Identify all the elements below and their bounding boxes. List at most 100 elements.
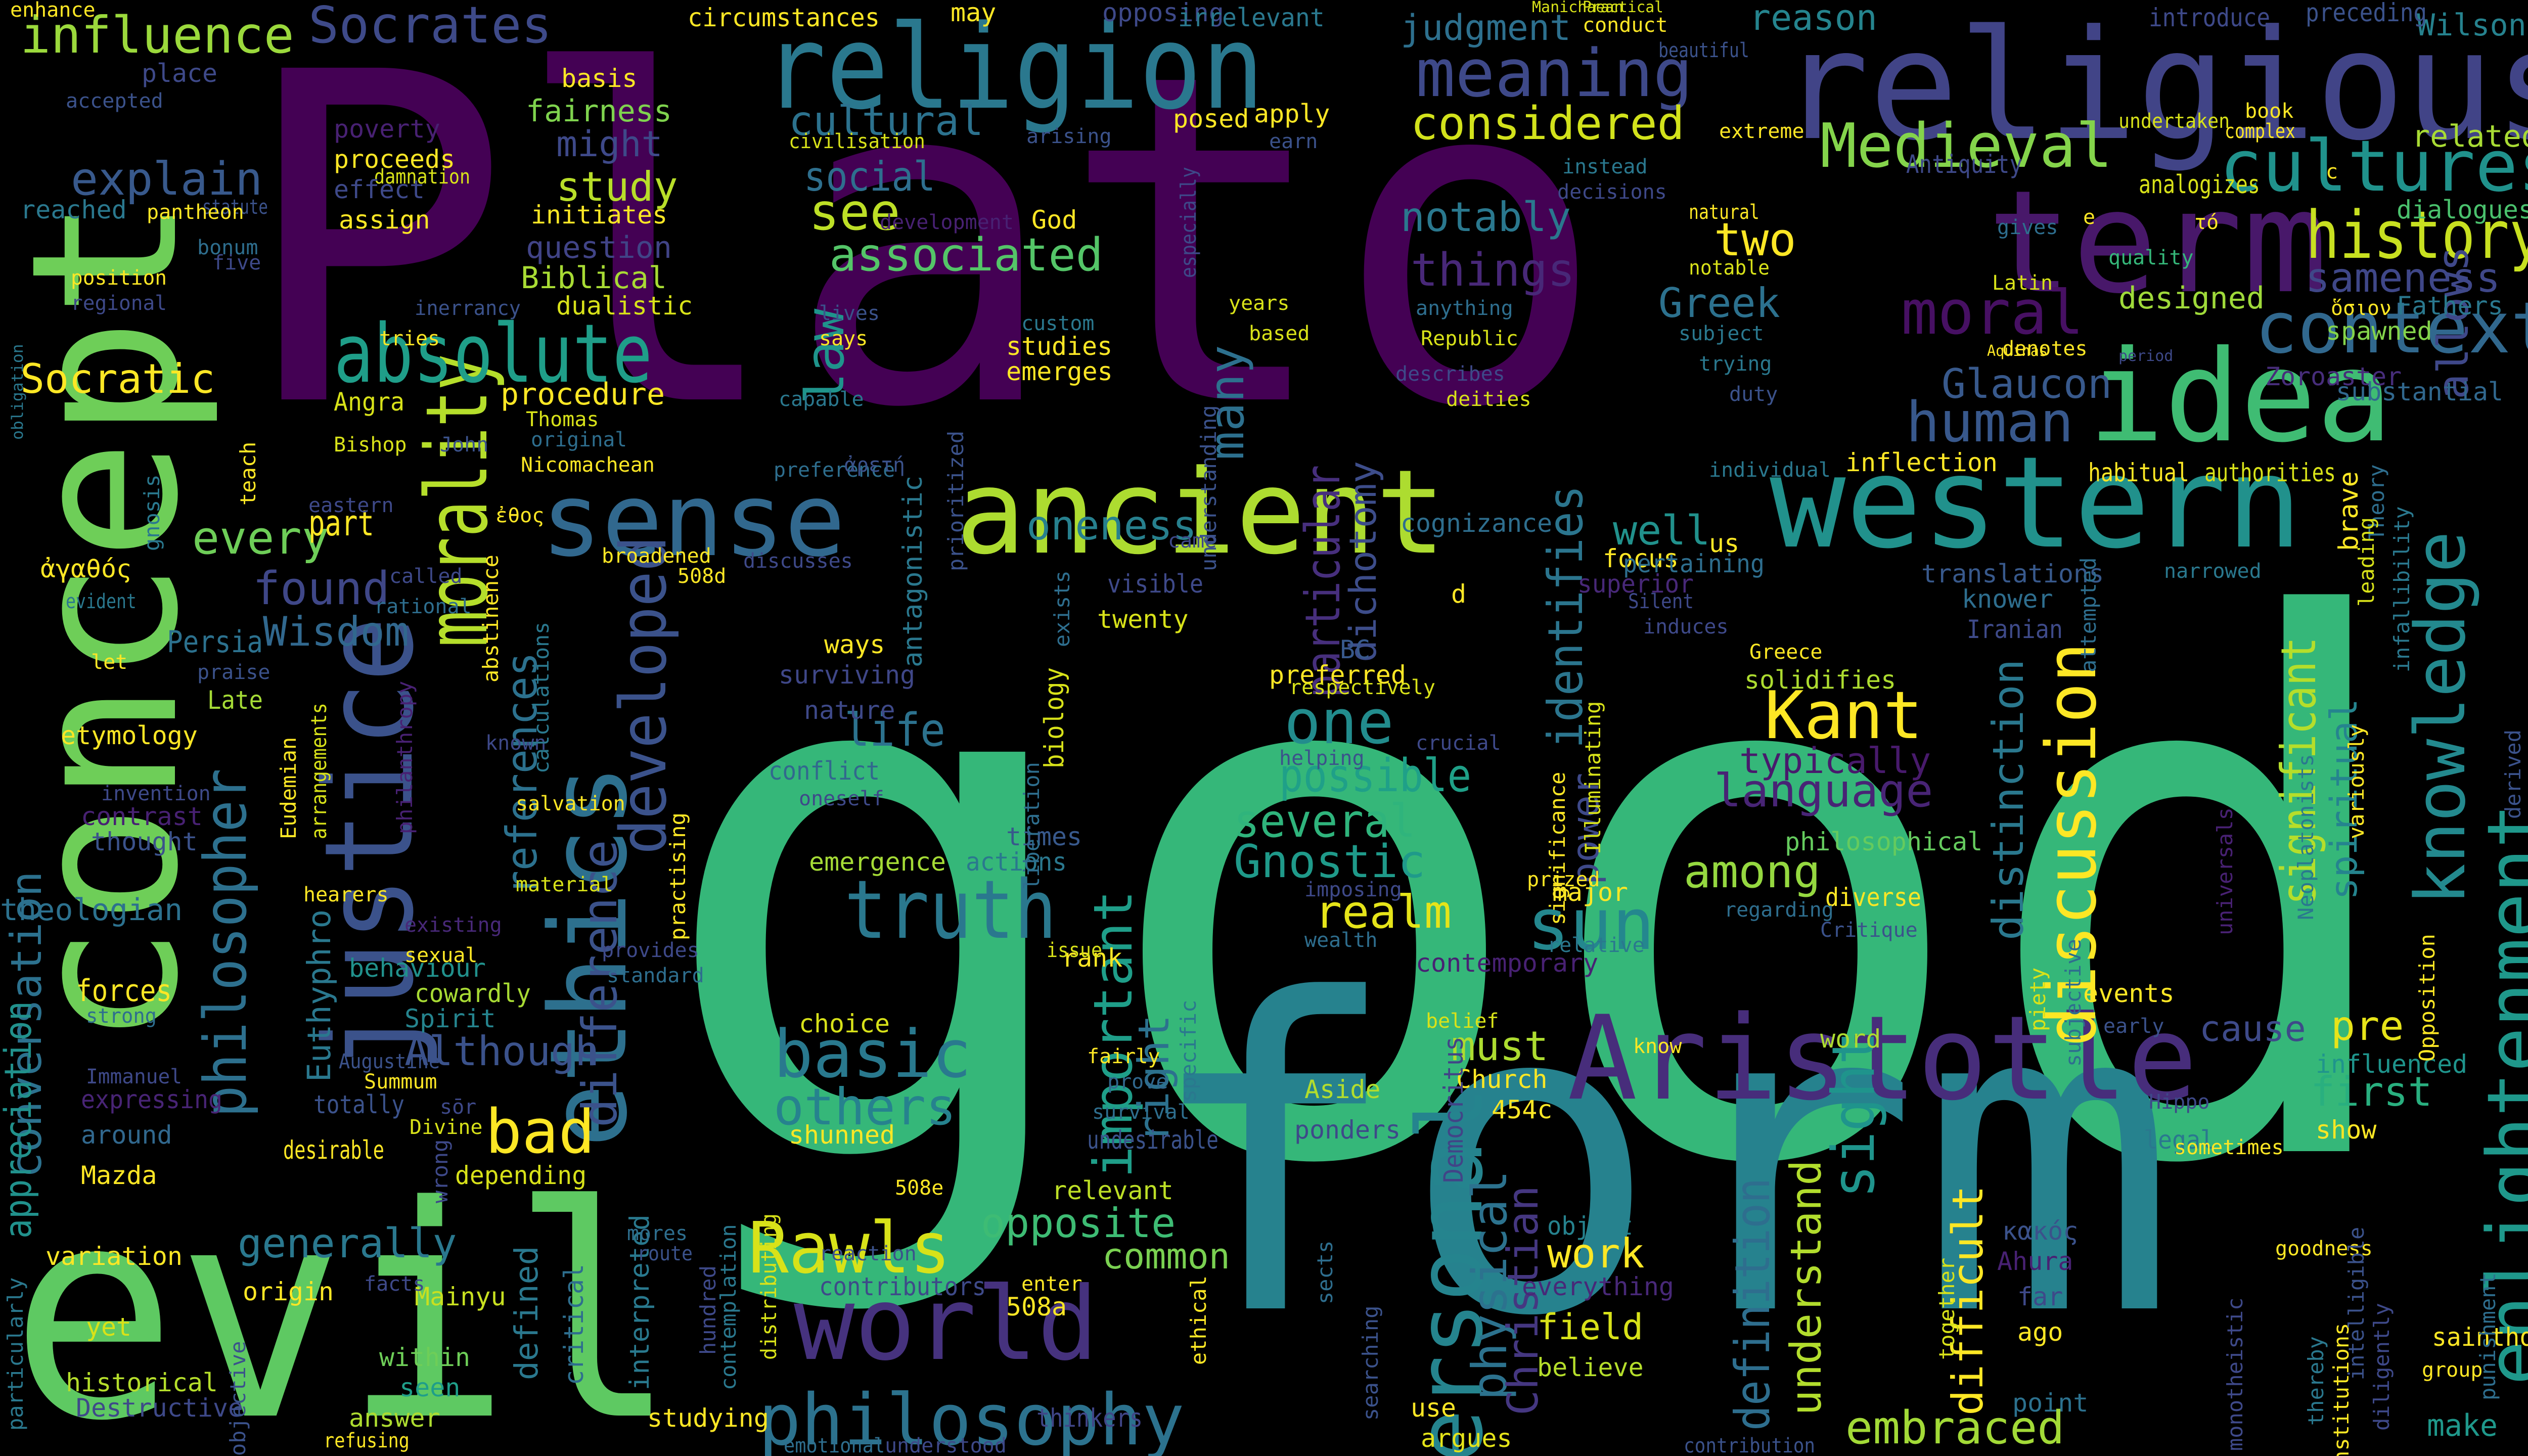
word-64: opposite bbox=[981, 1200, 1176, 1247]
word-230: derived bbox=[2501, 729, 2525, 819]
word-319: extreme bbox=[1719, 120, 1804, 143]
word-66: language bbox=[1714, 764, 1933, 817]
word-271: abstinence bbox=[478, 555, 503, 682]
word-10: idea bbox=[2088, 323, 2393, 470]
word-200: diverse bbox=[1825, 883, 1922, 912]
word-0: good bbox=[652, 471, 2418, 1324]
word-85: well bbox=[1613, 507, 1710, 554]
word-376: distributing bbox=[756, 1213, 781, 1360]
word-188: preferred bbox=[1269, 660, 1406, 690]
word-94: cause bbox=[2199, 1008, 2306, 1050]
word-138: variation bbox=[46, 1242, 183, 1271]
word-5: religious bbox=[1780, 0, 2528, 174]
word-135: expressing bbox=[81, 1085, 222, 1114]
word-214: pertaining bbox=[1623, 549, 1765, 578]
word-71: realm bbox=[1315, 886, 1452, 939]
word-93: first bbox=[2311, 1068, 2432, 1115]
word-89: field bbox=[1537, 1306, 1644, 1348]
word-31: human bbox=[1906, 390, 2074, 454]
word-359: praise bbox=[197, 661, 270, 684]
word-261: provides bbox=[602, 939, 699, 962]
word-171: word bbox=[1820, 1024, 1881, 1054]
word-281: broadened bbox=[602, 544, 711, 568]
word-155: relevant bbox=[1052, 1176, 1173, 1205]
word-130: forces bbox=[76, 973, 172, 1009]
word-82: two bbox=[1714, 213, 1796, 266]
word-95: pre bbox=[2331, 1003, 2404, 1050]
word-289: capable bbox=[779, 388, 864, 411]
word-174: sainthood bbox=[2432, 1323, 2528, 1352]
word-106: Wilson bbox=[2417, 8, 2526, 43]
word-372: mores bbox=[627, 1222, 688, 1245]
word-254: 508a bbox=[1006, 1292, 1067, 1322]
word-381: objective bbox=[225, 1341, 250, 1456]
word-65: common bbox=[1102, 1236, 1230, 1277]
word-217: cognizance bbox=[1401, 509, 1553, 538]
word-102: Late bbox=[207, 686, 263, 715]
word-114: related bbox=[2412, 119, 2528, 154]
word-46: considered bbox=[1411, 97, 1685, 150]
word-238: Hippo bbox=[2149, 1090, 2210, 1114]
word-237: Opposition bbox=[2415, 934, 2440, 1062]
word-323: apply bbox=[1254, 99, 1330, 128]
word-123: Iranian bbox=[1967, 615, 2063, 644]
word-332: circumstances bbox=[688, 3, 880, 32]
word-119: quality bbox=[2108, 246, 2194, 269]
word-284: preference bbox=[774, 459, 895, 482]
word-62: definition bbox=[1725, 1177, 1781, 1431]
word-321: decisions bbox=[1557, 180, 1667, 204]
word-384: understood bbox=[885, 1434, 1007, 1456]
word-336: enhance bbox=[10, 0, 96, 22]
word-231: variously bbox=[2344, 724, 2369, 839]
word-88: work bbox=[1547, 1230, 1645, 1277]
word-21: truth bbox=[844, 862, 1057, 957]
word-169: influenced bbox=[2316, 1050, 2468, 1079]
word-204: significance bbox=[1545, 771, 1570, 925]
word-111: procedure bbox=[501, 377, 665, 412]
word-68: possible bbox=[1279, 749, 1472, 802]
word-36: basic bbox=[774, 1016, 972, 1093]
word-37: others bbox=[774, 1077, 957, 1136]
word-218: individual bbox=[1709, 459, 1831, 482]
word-144: seen bbox=[399, 1373, 461, 1402]
word-3: evil bbox=[10, 1144, 678, 1456]
word-315: book bbox=[2245, 100, 2294, 123]
word-385: contribution bbox=[1684, 1434, 1816, 1456]
word-398: issue bbox=[1047, 939, 1102, 962]
word-153: choice bbox=[799, 1009, 890, 1038]
word-197: belief bbox=[1426, 1010, 1499, 1033]
word-143: within bbox=[379, 1343, 471, 1372]
word-256: specific bbox=[1176, 999, 1201, 1102]
word-233: universals bbox=[2213, 807, 2237, 935]
word-314: ἀρετή bbox=[844, 453, 905, 477]
word-176: ways bbox=[824, 630, 885, 659]
word-265: standard bbox=[607, 964, 704, 987]
word-69: several bbox=[1234, 795, 1416, 848]
word-312: τό bbox=[2194, 211, 2219, 234]
word-345: bonum bbox=[197, 236, 258, 259]
word-52: found bbox=[253, 562, 390, 615]
word-352: inerrancy bbox=[415, 297, 521, 320]
word-107: might bbox=[556, 123, 663, 165]
word-125: substantial bbox=[2336, 377, 2504, 406]
word-208: Greece bbox=[1749, 641, 1823, 664]
word-391: emerges bbox=[1006, 357, 1113, 386]
word-168: show bbox=[2316, 1115, 2377, 1145]
word-215: us bbox=[1709, 529, 1740, 558]
word-167: make bbox=[2427, 1408, 2498, 1443]
word-346: five bbox=[212, 251, 261, 275]
word-272: called bbox=[389, 565, 463, 588]
word-118: designed bbox=[2118, 281, 2265, 316]
word-282: 508d bbox=[678, 565, 727, 588]
word-235: subjective bbox=[2061, 939, 2086, 1067]
word-163: object bbox=[1547, 1211, 1633, 1241]
word-286: prioritized bbox=[943, 430, 968, 571]
word-105: judgment bbox=[1401, 7, 1571, 49]
word-193: prized bbox=[1527, 868, 1600, 891]
word-255: 508e bbox=[895, 1176, 944, 1200]
word-334: place bbox=[142, 59, 218, 88]
word-213: focus bbox=[1603, 544, 1679, 573]
word-297: trying bbox=[1699, 352, 1772, 376]
word-348: dualistic bbox=[556, 291, 693, 321]
word-366: desirable bbox=[283, 1135, 384, 1165]
